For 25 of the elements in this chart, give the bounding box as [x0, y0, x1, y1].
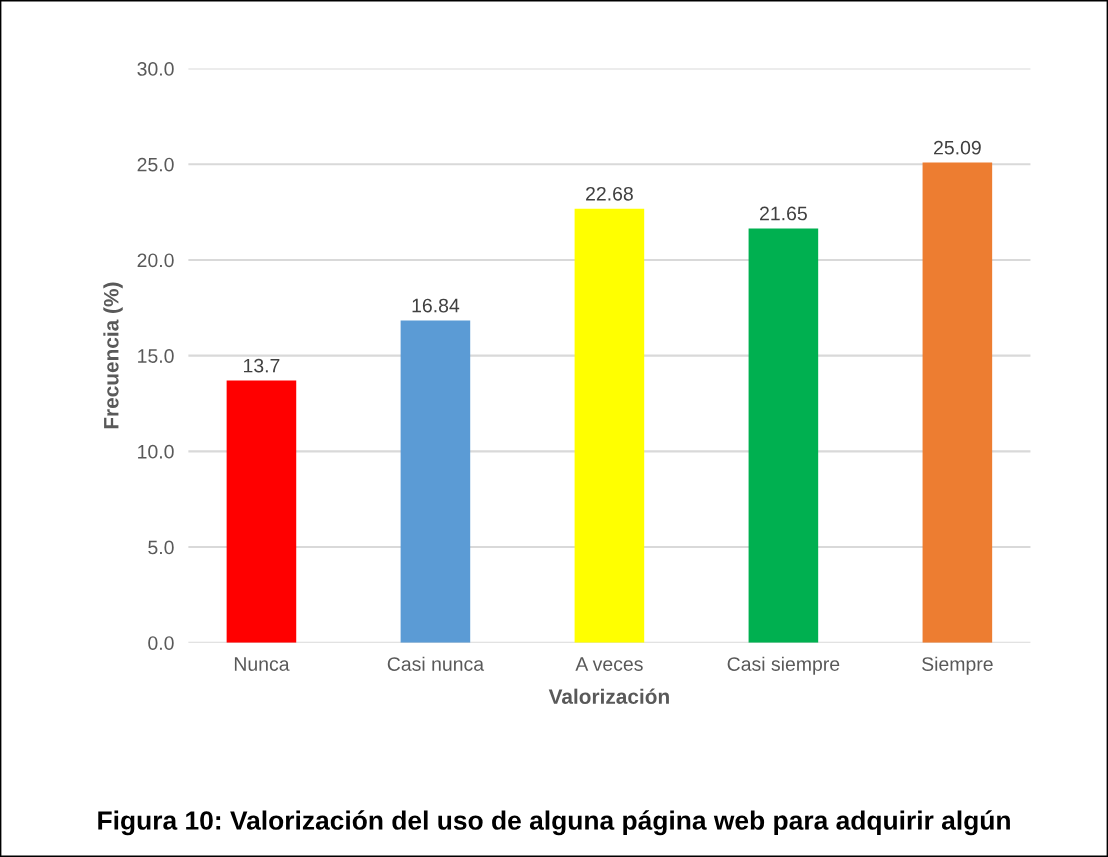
data-label: 21.65: [760, 206, 807, 221]
bar: [574, 208, 645, 643]
data-label: 22.68: [586, 186, 633, 201]
y-tick-label: 5.0: [148, 540, 174, 555]
bar: [226, 380, 297, 643]
x-tick-label: Siempre: [922, 656, 993, 675]
x-tick-label: Casi siempre: [727, 656, 840, 675]
bar: [922, 162, 993, 643]
data-label: 25.09: [934, 140, 981, 155]
x-tick-label: A veces: [575, 657, 643, 671]
data-label: 13.7: [244, 358, 280, 373]
y-tick-label: 10.0: [138, 444, 174, 459]
y-tick-label: 25.0: [137, 157, 174, 172]
bar: [400, 320, 471, 643]
bar: [748, 228, 819, 643]
y-axis-title: Frecuencia (%): [103, 282, 123, 429]
y-tick-label: 20.0: [137, 253, 174, 268]
y-tick-label: 15.0: [138, 349, 174, 363]
y-tick-label: 30.0: [137, 62, 174, 76]
text: Figura 10: Valorización del uso de alguna página web para adquirir algún: [98, 810, 1010, 836]
x-tick-label: Nunca: [234, 657, 290, 671]
x-tick-label: Casi nunca: [387, 656, 485, 671]
x-axis-title: Valorización: [548, 688, 669, 704]
y-tick-label: 0.0: [148, 636, 174, 650]
data-label: 16.84: [412, 298, 460, 313]
